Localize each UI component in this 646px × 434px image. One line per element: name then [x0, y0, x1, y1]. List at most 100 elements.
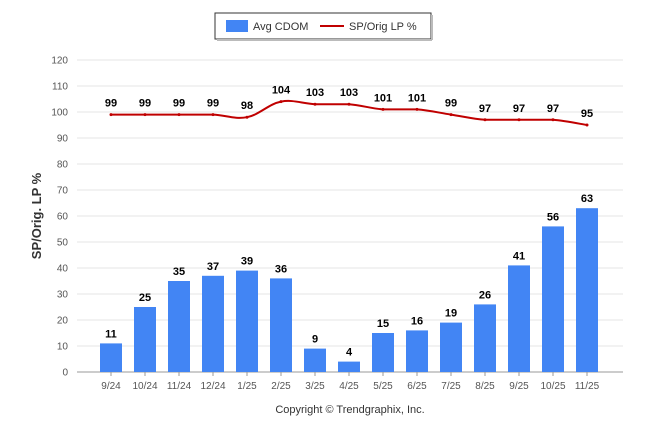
bar-data-label: 36 — [275, 263, 287, 275]
y-tick-label: 50 — [57, 238, 69, 249]
line-data-label: 99 — [445, 98, 457, 110]
y-tick-label: 120 — [51, 56, 68, 67]
line-data-label: 99 — [207, 98, 219, 110]
y-tick-label: 80 — [57, 160, 69, 171]
legend: Avg CDOM SP/Orig LP % — [214, 12, 433, 41]
x-tick-label: 11/24 — [167, 381, 192, 392]
x-tick-label: 12/24 — [200, 381, 225, 392]
bar-data-label: 9 — [312, 334, 318, 346]
y-tick-label: 110 — [52, 82, 68, 93]
line-data-label: 97 — [513, 103, 525, 115]
line-data-label: 97 — [547, 103, 559, 115]
line-point — [483, 118, 487, 122]
bar — [440, 322, 462, 372]
y-axis-label: SP/Orig. LP % — [29, 172, 44, 259]
line-data-label: 103 — [340, 87, 358, 99]
line-point — [415, 107, 419, 111]
bar — [474, 304, 496, 372]
y-tick-label: 20 — [57, 316, 69, 327]
bar — [508, 265, 530, 372]
bar-data-label: 19 — [445, 308, 457, 320]
line-data-label: 95 — [581, 108, 593, 120]
bar-data-label: 26 — [479, 289, 491, 301]
x-tick-label: 6/25 — [407, 381, 427, 392]
bar-data-label: 11 — [105, 328, 117, 340]
bar — [236, 270, 258, 372]
bar — [338, 361, 360, 372]
bar — [168, 281, 190, 372]
x-tick-label: 10/25 — [540, 381, 565, 392]
y-tick-label: 60 — [57, 212, 69, 223]
y-axis-ticks: 0 10 20 30 40 50 60 70 80 90 100 110 120 — [51, 56, 68, 379]
x-axis-ticks: 9/24 10/24 11/24 12/24 1/25 2/25 3/25 4/25 5/25 6… — [101, 372, 600, 392]
bar-data-label: 63 — [581, 193, 593, 205]
y-tick-label: 90 — [57, 134, 69, 145]
bar-data-label: 35 — [173, 266, 185, 278]
y-tick-label: 30 — [57, 290, 69, 301]
line-point — [313, 102, 317, 106]
x-tick-label: 11/25 — [575, 381, 600, 392]
x-tick-label: 4/25 — [339, 381, 359, 392]
line-data-label: 99 — [139, 98, 151, 110]
line-point — [517, 118, 521, 122]
bar — [576, 208, 598, 372]
x-tick-label: 9/24 — [101, 381, 121, 392]
bar — [542, 226, 564, 372]
line-point — [551, 118, 555, 122]
bar — [100, 343, 122, 372]
line-point — [449, 113, 453, 117]
line-data-label: 104 — [272, 85, 291, 97]
bar-data-label: 56 — [547, 211, 559, 223]
line-point — [381, 107, 385, 111]
line-point — [245, 115, 249, 119]
bar — [406, 330, 428, 372]
y-tick-label: 40 — [57, 264, 69, 275]
line-data-label: 101 — [408, 92, 426, 104]
bar — [304, 348, 326, 372]
line-point — [143, 113, 147, 117]
bar-data-label: 25 — [139, 292, 151, 304]
x-tick-label: 3/25 — [305, 381, 325, 392]
line-point — [347, 102, 351, 106]
x-tick-label: 10/24 — [132, 381, 157, 392]
line-data-label: 101 — [374, 92, 392, 104]
line-data-label: 98 — [241, 100, 253, 112]
copyright-text: Copyright © Trendgraphix, Inc. — [275, 404, 424, 416]
x-tick-label: 2/25 — [271, 381, 291, 392]
line-point — [279, 100, 283, 104]
gridlines — [77, 59, 623, 373]
line-point — [211, 113, 215, 117]
x-tick-label: 7/25 — [441, 381, 461, 392]
y-tick-label: 10 — [57, 342, 69, 353]
bar — [372, 333, 394, 372]
line-data-label: 97 — [479, 103, 491, 115]
y-tick-label: 100 — [51, 108, 68, 119]
bar — [134, 307, 156, 372]
line-data-label: 99 — [173, 98, 185, 110]
x-tick-label: 8/25 — [475, 381, 495, 392]
line-point — [177, 113, 181, 117]
line-data-label: 99 — [105, 98, 117, 110]
legend-label-sp-orig-lp: SP/Orig LP % — [349, 21, 417, 33]
bar — [202, 275, 224, 372]
bar — [270, 278, 292, 372]
x-tick-label: 9/25 — [509, 381, 529, 392]
line-data-label: 103 — [306, 87, 324, 99]
bar-data-label: 41 — [513, 250, 525, 262]
bar-data-label: 4 — [346, 347, 353, 359]
bar-data-label: 37 — [207, 261, 219, 273]
line-point — [109, 113, 113, 117]
y-tick-label: 70 — [57, 186, 69, 197]
y-tick-label: 0 — [62, 368, 68, 379]
legend-swatch-avg-cdom — [226, 20, 248, 32]
bars: 11 25 35 37 39 36 9 4 15 16 19 26 41 56 63 — [100, 193, 598, 372]
bar-data-label: 16 — [411, 315, 423, 327]
bar-data-label: 15 — [377, 318, 389, 330]
bar-data-label: 39 — [241, 256, 253, 268]
legend-label-avg-cdom: Avg CDOM — [253, 21, 308, 33]
line-series: 99 99 99 99 98 104 103 103 101 101 99 97 97 97 95 — [105, 85, 593, 127]
x-tick-label: 5/25 — [373, 381, 393, 392]
x-tick-label: 1/25 — [237, 381, 257, 392]
